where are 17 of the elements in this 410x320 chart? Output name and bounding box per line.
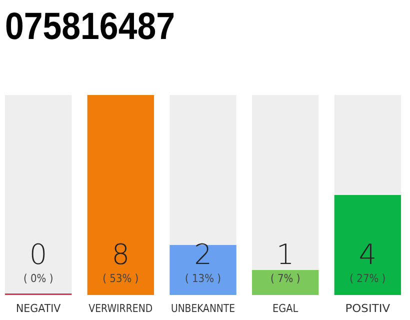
x-tick-label: VERWIRREND xyxy=(88,302,164,315)
data-label: 8 xyxy=(112,238,130,271)
data-label: 1 xyxy=(276,238,294,271)
data-label: 0 xyxy=(29,238,48,271)
annotation: ( 27% ) xyxy=(350,272,386,285)
data-label: 2 xyxy=(194,238,212,271)
annotation: ( 53% ) xyxy=(102,272,139,285)
data-label: 4 xyxy=(358,238,377,271)
annotation: ( 0% ) xyxy=(23,272,54,285)
chart-title: 075816487 xyxy=(5,6,196,48)
bar xyxy=(252,270,319,295)
x-tick-label: NEGATIV xyxy=(16,302,64,315)
annotation: ( 13% ) xyxy=(184,272,222,285)
x-tick-label: EGAL xyxy=(272,302,302,315)
x-tick-label: POSITIV xyxy=(345,302,391,315)
x-tick-label: UNBEKANNTE xyxy=(171,302,246,315)
annotation: ( 7% ) xyxy=(270,272,300,285)
